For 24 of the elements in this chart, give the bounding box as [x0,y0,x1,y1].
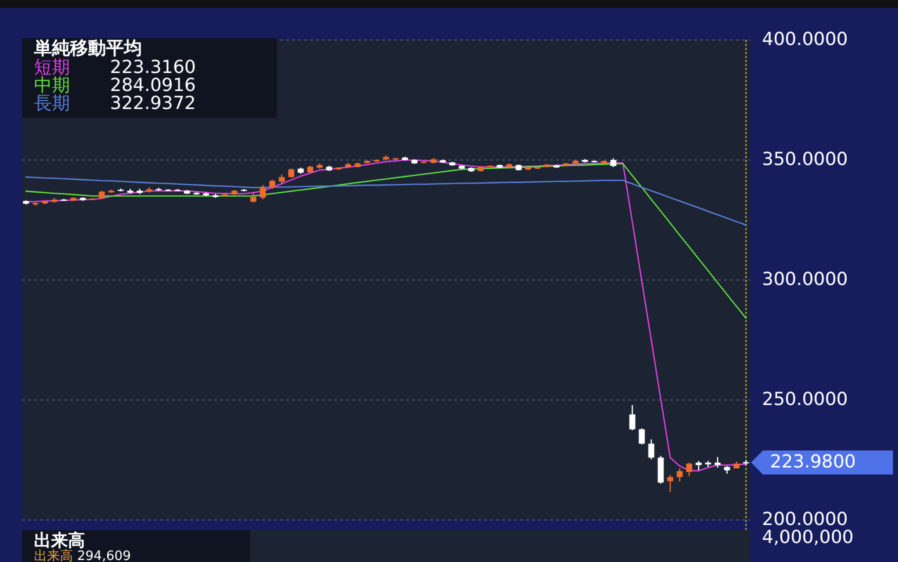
candlestick [629,404,636,431]
y-tick-label: 400.0000 [762,28,848,50]
candlestick [714,456,721,468]
candlestick [288,168,294,178]
y-tick-label: 250.0000 [762,388,848,410]
candlestick [278,174,285,184]
annotation: 322.9372 [110,93,196,114]
text: 223.9800 [770,451,856,472]
y-tick-label: 300.0000 [762,268,848,290]
candlestick [676,468,683,482]
annotation: 284.0916 [110,75,196,96]
candlestick [648,438,654,460]
candlestick [260,184,266,200]
text: 出来高 294,609 [34,548,131,562]
line-series [25,176,747,226]
candlestick [686,462,692,477]
annotation: 223.3160 [110,57,196,78]
candlestick [696,460,702,471]
candlestick [269,179,276,190]
candlestick [667,474,674,493]
text: 長期 [34,93,70,114]
candlestick [638,428,645,445]
legend-title: 単純移動平均 [33,38,142,59]
y-tick-label: 350.0000 [762,148,848,170]
